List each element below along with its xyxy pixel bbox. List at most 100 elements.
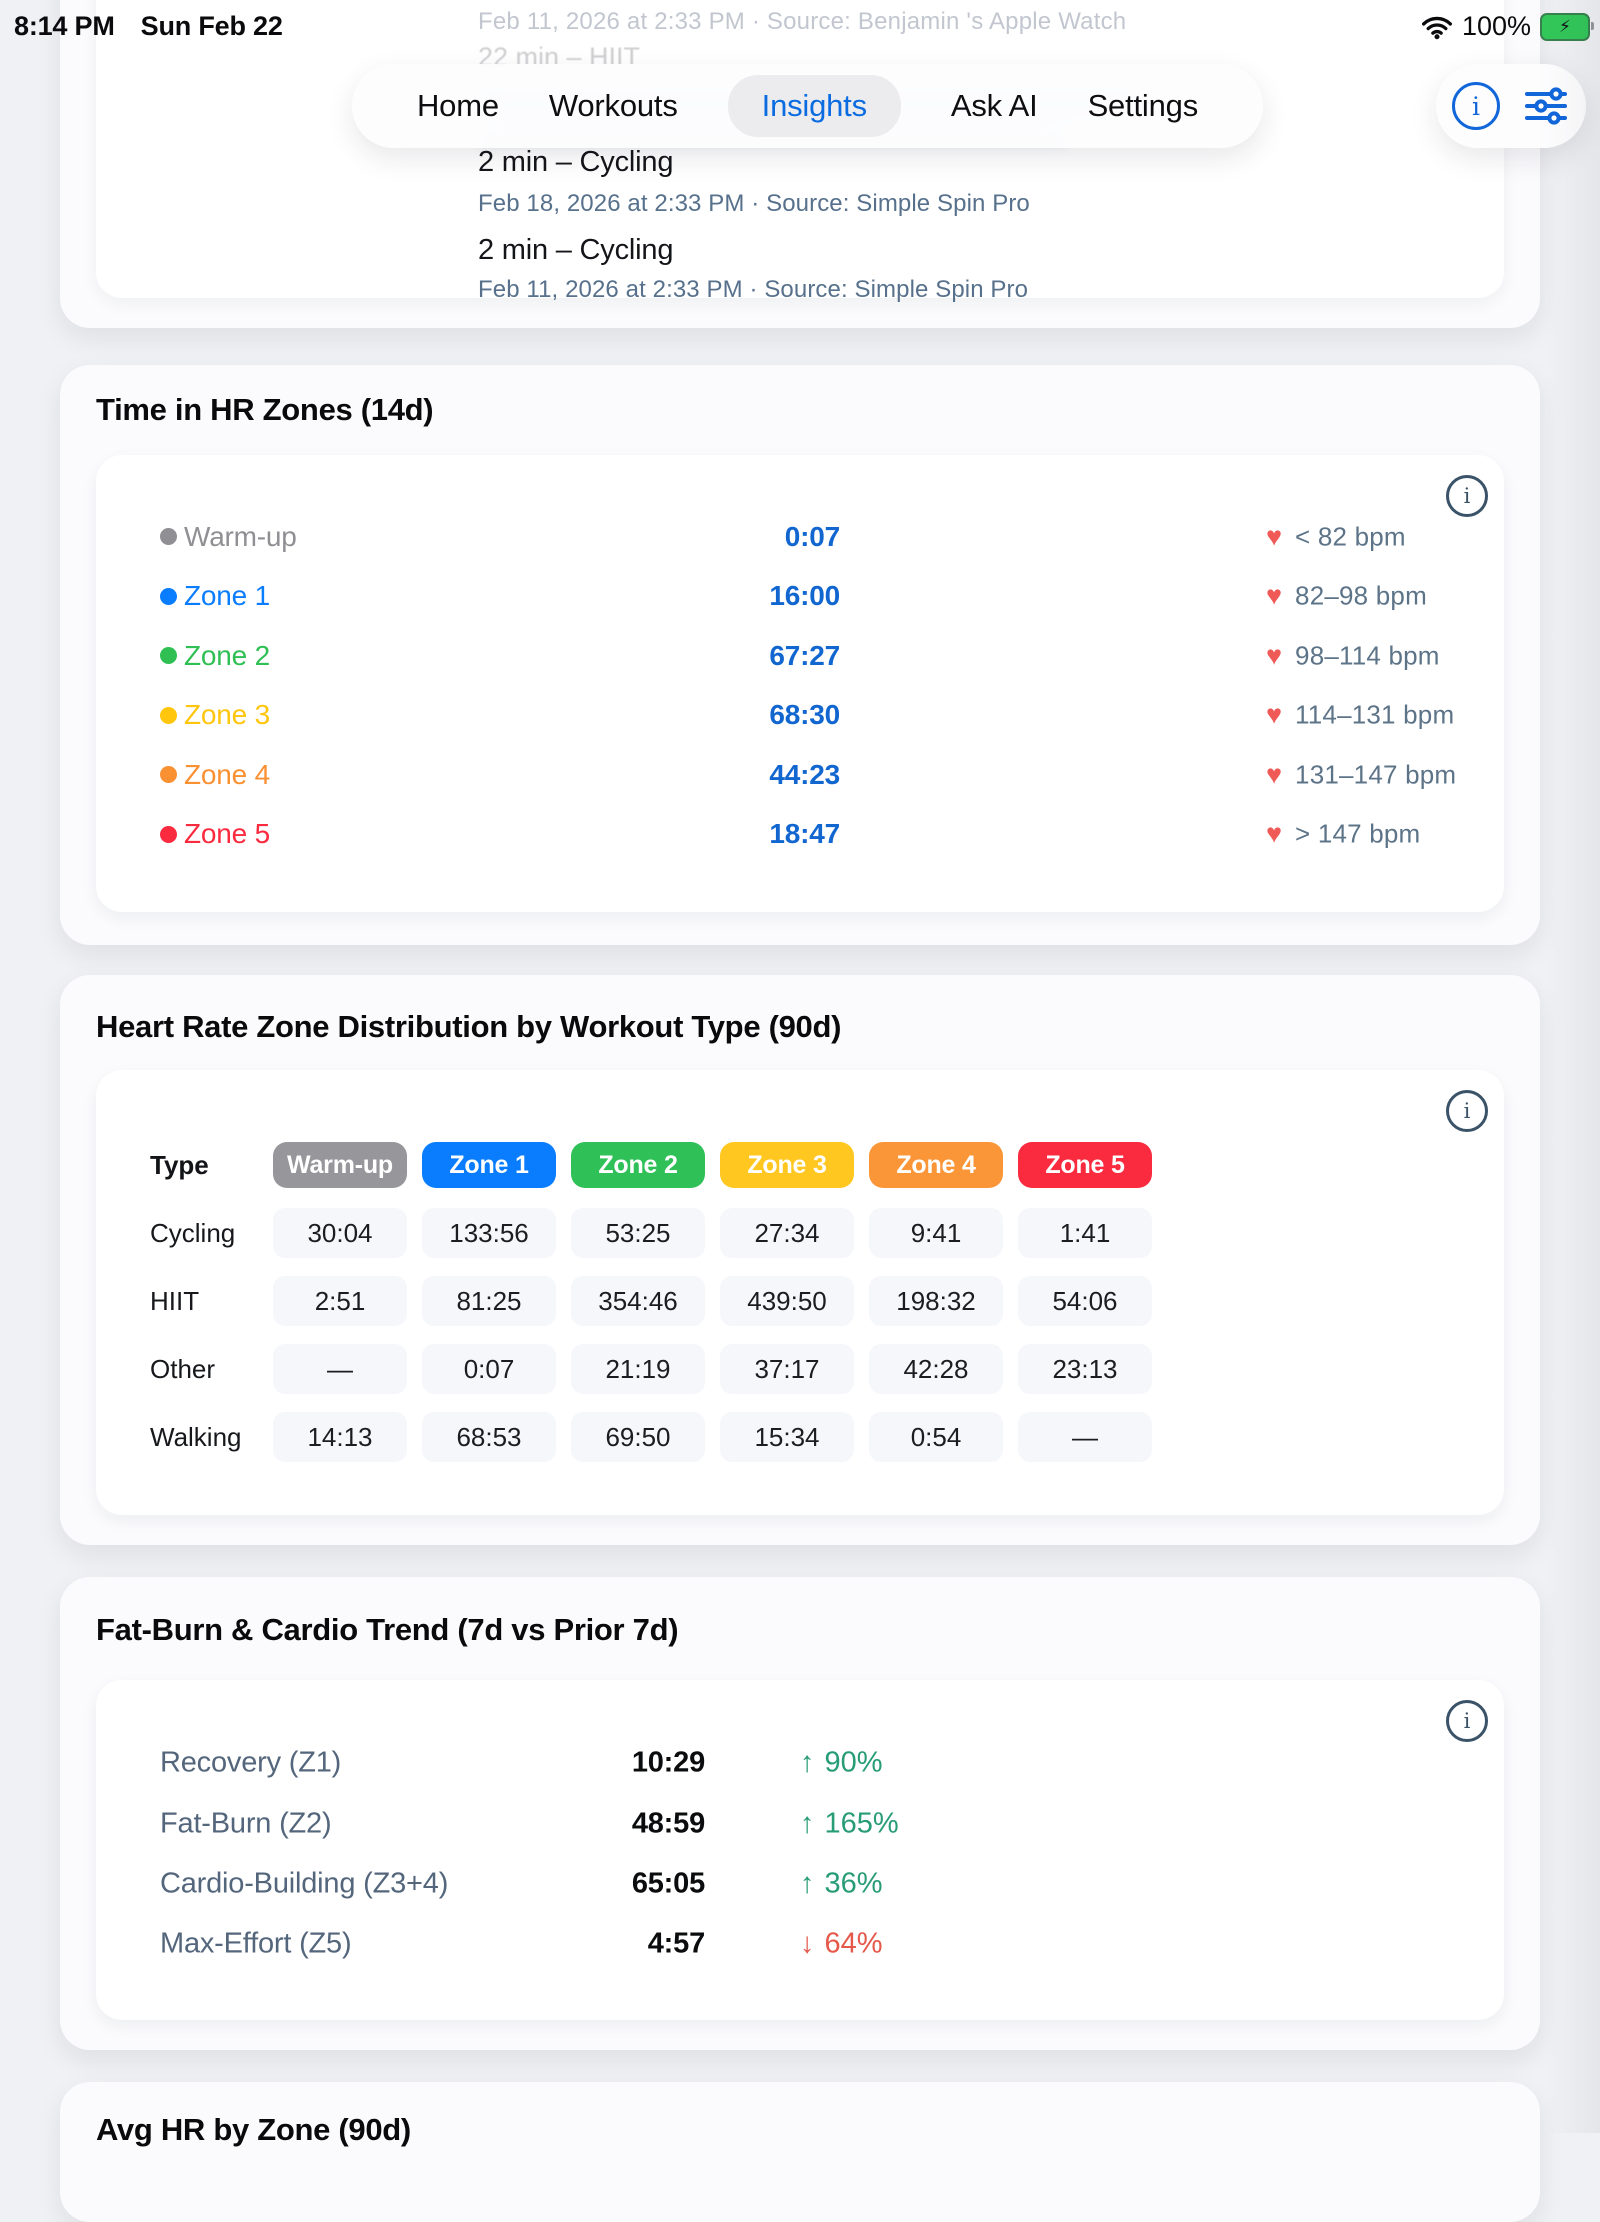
nav-controls: i — [1436, 64, 1586, 148]
workout-list-item-meta: Feb 11, 2026 at 2:33 PM · Source: Simple… — [478, 276, 1029, 303]
zone-dot — [160, 528, 177, 546]
workout-list-item-title[interactable]: 2 min – Cycling — [478, 234, 674, 266]
table-cell: 81:25 — [422, 1276, 556, 1326]
hr-zone-row: Zone 1 16:00 ♥ 82–98 bpm — [96, 567, 1504, 627]
zone-dot — [160, 766, 177, 784]
tab-home[interactable]: Home — [416, 88, 499, 123]
zone-badge: Warm-up — [273, 1142, 407, 1188]
table-cell: 15:34 — [720, 1412, 854, 1462]
table-cell: — — [273, 1344, 407, 1394]
scrolled-workout-list-card — [96, 0, 1504, 298]
trend-card-title: Fat-Burn & Cardio Trend (7d vs Prior 7d) — [96, 1612, 679, 1647]
zone-bpm-range: 131–147 bpm — [1295, 759, 1457, 790]
table-cell: 198:32 — [869, 1276, 1003, 1326]
zone-bpm-range: 98–114 bpm — [1295, 640, 1440, 671]
workout-type-label: HIIT — [150, 1286, 200, 1316]
hr-zones-panel: i Warm-up 0:07 ♥ < 82 bpm Zone 1 16:00 ♥ 8… — [96, 455, 1504, 912]
wifi-icon — [1421, 14, 1453, 40]
tab-settings[interactable]: Settings — [1087, 88, 1199, 123]
table-cell: 354:46 — [571, 1276, 705, 1326]
zone-badge: Zone 5 — [1018, 1142, 1152, 1188]
right-edge-shade — [1545, 0, 1600, 2133]
table-cell: 68:53 — [422, 1412, 556, 1462]
trend-row: Fat-Burn (Z2) 48:59 ↑ 165% — [96, 1793, 1504, 1853]
battery-charging-icon: ⚡ — [1540, 12, 1594, 41]
trend-panel: i Recovery (Z1) 10:29 ↑ 90% Fat-Burn (Z2)… — [96, 1680, 1504, 2020]
hr-zone-row: Warm-up 0:07 ♥ < 82 bpm — [96, 507, 1504, 567]
tab-insights[interactable]: Insights — [727, 75, 901, 137]
zone-bpm-range: < 82 bpm — [1295, 521, 1406, 552]
zone-time: 0:07 — [784, 520, 840, 552]
table-header-type: Type — [150, 1150, 209, 1180]
info-icon[interactable]: i — [1446, 1700, 1488, 1742]
trend-row: Recovery (Z1) 10:29 ↑ 90% — [96, 1733, 1504, 1793]
table-cell: 14:13 — [273, 1412, 407, 1462]
battery-percent: 100% — [1461, 11, 1531, 41]
trend-label: Fat-Burn (Z2) — [160, 1807, 332, 1840]
zone-label: Zone 1 — [184, 580, 270, 612]
info-icon[interactable]: i — [1446, 1090, 1488, 1132]
trend-time: 65:05 — [631, 1867, 705, 1900]
top-nav: Home Workouts Insights Ask AI Settings — [352, 64, 1263, 148]
zone-badge: Zone 2 — [571, 1142, 705, 1188]
clock: 8:14 PM — [14, 11, 115, 41]
table-cell: 23:13 — [1018, 1344, 1152, 1394]
obscured-workout-meta: Feb 11, 2026 at 2:33 PM · Source: Benjam… — [478, 8, 1127, 35]
tab-ask-ai[interactable]: Ask AI — [950, 88, 1038, 123]
trend-time: 4:57 — [647, 1927, 705, 1960]
table-cell: 0:54 — [869, 1412, 1003, 1462]
table-cell: 42:28 — [869, 1344, 1003, 1394]
zone-badge: Zone 1 — [422, 1142, 556, 1188]
zone-time: 67:27 — [769, 639, 840, 671]
zone-label: Zone 2 — [184, 639, 270, 671]
zone-dot — [160, 587, 177, 605]
zone-dot — [160, 825, 177, 843]
zone-label: Zone 5 — [184, 818, 270, 850]
zone-bpm-range: 114–131 bpm — [1295, 699, 1455, 730]
heart-icon: ♥ — [1266, 521, 1283, 552]
table-cell: 0:07 — [422, 1344, 556, 1394]
heart-icon: ♥ — [1266, 580, 1283, 611]
trend-arrow-icon: ↑ — [800, 1867, 815, 1900]
zone-time: 44:23 — [769, 758, 840, 790]
workout-list-item-title[interactable]: 2 min – Cycling — [478, 146, 674, 178]
zone-distribution-panel: i Type Warm-up Zone 1 Zone 2 Zone 3 Zone… — [96, 1070, 1504, 1515]
trend-rows: Recovery (Z1) 10:29 ↑ 90% Fat-Burn (Z2) 4… — [96, 1733, 1504, 1975]
zone-distribution-card-title: Heart Rate Zone Distribution by Workout … — [96, 1009, 842, 1044]
workout-type-label: Walking — [150, 1422, 242, 1452]
hr-zones-card-title: Time in HR Zones (14d) — [96, 392, 434, 427]
zone-label: Zone 3 — [184, 699, 270, 731]
table-cell: 9:41 — [869, 1208, 1003, 1258]
table-cell: 1:41 — [1018, 1208, 1152, 1258]
zone-badge: Zone 3 — [720, 1142, 854, 1188]
zone-label: Zone 4 — [184, 758, 270, 790]
status-bar-left: 8:14 PM Sun Feb 22 — [14, 11, 283, 42]
status-bar-right: 100% ⚡ — [1421, 11, 1594, 42]
next-card-title: Avg HR by Zone (90d) — [96, 2112, 411, 2147]
trend-time: 10:29 — [631, 1746, 705, 1779]
table-cell: 30:04 — [273, 1208, 407, 1258]
workout-type-label: Cycling — [150, 1218, 236, 1248]
workout-list-item-meta: Feb 18, 2026 at 2:33 PM · Source: Simple… — [478, 190, 1030, 217]
table-cell: 2:51 — [273, 1276, 407, 1326]
trend-row: Cardio-Building (Z3+4) 65:05 ↑ 36% — [96, 1854, 1504, 1914]
info-icon[interactable]: i — [1452, 82, 1500, 130]
hr-zone-row: Zone 3 68:30 ♥ 114–131 bpm — [96, 686, 1504, 746]
hr-zone-row: Zone 4 44:23 ♥ 131–147 bpm — [96, 745, 1504, 805]
filters-icon[interactable] — [1522, 85, 1570, 127]
trend-arrow-icon: ↑ — [800, 1807, 815, 1840]
tab-workouts[interactable]: Workouts — [548, 88, 678, 123]
status-date: Sun Feb 22 — [140, 11, 283, 41]
trend-row: Max-Effort (Z5) 4:57 ↓ 64% — [96, 1914, 1504, 1974]
table-cell: 54:06 — [1018, 1276, 1152, 1326]
info-icon[interactable]: i — [1446, 475, 1488, 517]
table-cell: 439:50 — [720, 1276, 854, 1326]
zone-label: Warm-up — [184, 520, 297, 552]
hr-zone-row: Zone 2 67:27 ♥ 98–114 bpm — [96, 626, 1504, 686]
heart-icon: ♥ — [1266, 759, 1283, 790]
zone-dot — [160, 706, 177, 724]
trend-arrow-icon: ↑ — [800, 1746, 815, 1779]
heart-icon: ♥ — [1266, 818, 1283, 849]
zone-dot — [160, 647, 177, 665]
trend-time: 48:59 — [631, 1807, 705, 1840]
